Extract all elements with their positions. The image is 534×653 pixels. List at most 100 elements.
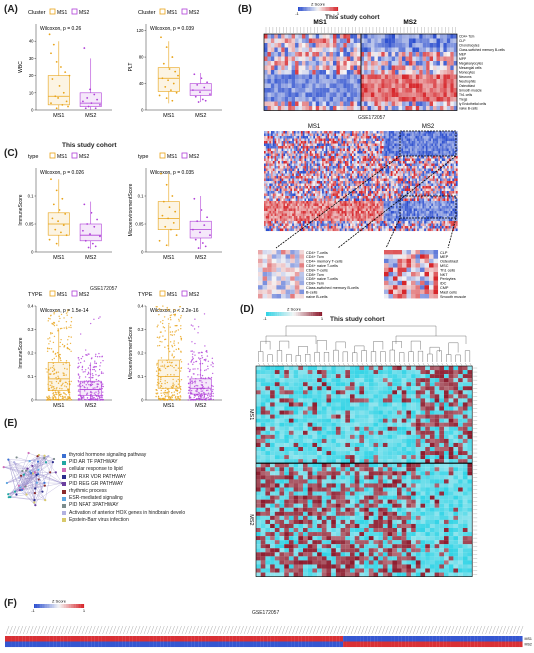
heat-cell [359, 173, 361, 177]
heat-cell [346, 70, 351, 75]
heat-cell [300, 183, 303, 187]
heat-cell [402, 79, 406, 84]
data-point [70, 398, 73, 401]
data-point [156, 309, 158, 312]
heat-cell [367, 83, 371, 89]
data-point [91, 373, 94, 375]
data-point [195, 384, 197, 387]
heat-cell [288, 92, 292, 98]
heat-cell [269, 148, 272, 152]
heat-cell [413, 141, 416, 144]
heat-cell [413, 161, 416, 164]
heat-cell [327, 151, 330, 154]
heat-cell [433, 79, 437, 84]
caption-gse-b: GSE172057 [358, 115, 386, 121]
heat-cell [417, 153, 419, 157]
heat-cell [378, 163, 381, 167]
data-point [165, 244, 168, 247]
data-point [158, 344, 161, 347]
heat-cell [399, 131, 402, 134]
heat-cell [438, 181, 441, 184]
heat-cell [376, 148, 379, 152]
heat-cell [341, 171, 344, 174]
heat-cell [269, 146, 272, 149]
heat-cell [362, 156, 365, 159]
heat-cell [281, 161, 284, 164]
heat-cell [330, 188, 333, 192]
heat-cell [408, 133, 411, 137]
heat-cell [415, 173, 418, 177]
heat-cell [367, 74, 371, 80]
heat-cell [341, 148, 344, 152]
heat-cell [445, 133, 448, 137]
heat-cell [326, 65, 330, 71]
heat-cell [327, 141, 330, 144]
heat-cell [374, 97, 378, 102]
data-point [161, 398, 163, 401]
heat-cell [385, 186, 388, 189]
heat-cell [432, 176, 435, 179]
data-point [94, 107, 97, 110]
heat-cell [274, 97, 278, 102]
heat-cell [418, 176, 421, 179]
heat-cell [450, 181, 453, 184]
data-point [164, 346, 166, 348]
data-point [86, 97, 89, 99]
heat-cell [438, 186, 441, 189]
heat-cell [355, 183, 358, 187]
heat-cell [433, 88, 437, 93]
heat-cell [433, 61, 437, 66]
heat-cell [271, 166, 273, 169]
heat-cell [440, 136, 442, 139]
heat-cell [415, 158, 418, 162]
heat-cell [306, 168, 309, 172]
heat-cell [436, 74, 440, 80]
heat-cell [360, 38, 365, 44]
heat-cell [402, 97, 406, 102]
heat-cell [366, 141, 368, 144]
heat-cell [295, 52, 299, 57]
heat-cell [343, 70, 347, 75]
heat-cell [415, 52, 420, 57]
data-point [155, 392, 157, 395]
heat-cell [410, 138, 412, 142]
data-point [207, 360, 210, 363]
heat-cell [419, 43, 423, 48]
heat-cell [362, 131, 365, 134]
heat-cell [269, 183, 272, 187]
heat-cell [422, 148, 425, 152]
heat-cell [378, 183, 381, 187]
heat-cell [441, 186, 444, 189]
heat-cell [329, 65, 334, 71]
data-point [198, 380, 201, 382]
heat-cell [426, 88, 430, 93]
data-point [81, 399, 83, 401]
heat-cell [403, 151, 405, 154]
heat-cell [448, 156, 451, 159]
data-point [58, 353, 60, 356]
heat-cell [385, 173, 388, 177]
heat-cell [267, 43, 271, 48]
heat-cell [455, 151, 458, 154]
heat-cell [408, 141, 411, 144]
heat-cell [284, 34, 289, 39]
heat-cell [267, 38, 271, 44]
heat-cell [418, 166, 421, 169]
heat-cell [264, 158, 266, 162]
heat-cell [300, 133, 303, 137]
heat-cell [322, 183, 324, 187]
heat-cell [316, 171, 319, 174]
heat-cell [450, 133, 453, 137]
data-point [195, 398, 198, 401]
heat-cell [390, 178, 393, 182]
legend-ms2: MS2 [79, 10, 90, 16]
heat-cell [388, 173, 391, 177]
legend-swatch-ms2 [71, 8, 78, 15]
colorbar-title: Z Score [311, 2, 326, 7]
data-point [83, 203, 86, 206]
heat-cell [316, 153, 319, 157]
heat-cell [320, 158, 323, 162]
heat-cell [440, 141, 442, 144]
heat-cell [283, 141, 286, 144]
heat-cell [343, 65, 347, 71]
